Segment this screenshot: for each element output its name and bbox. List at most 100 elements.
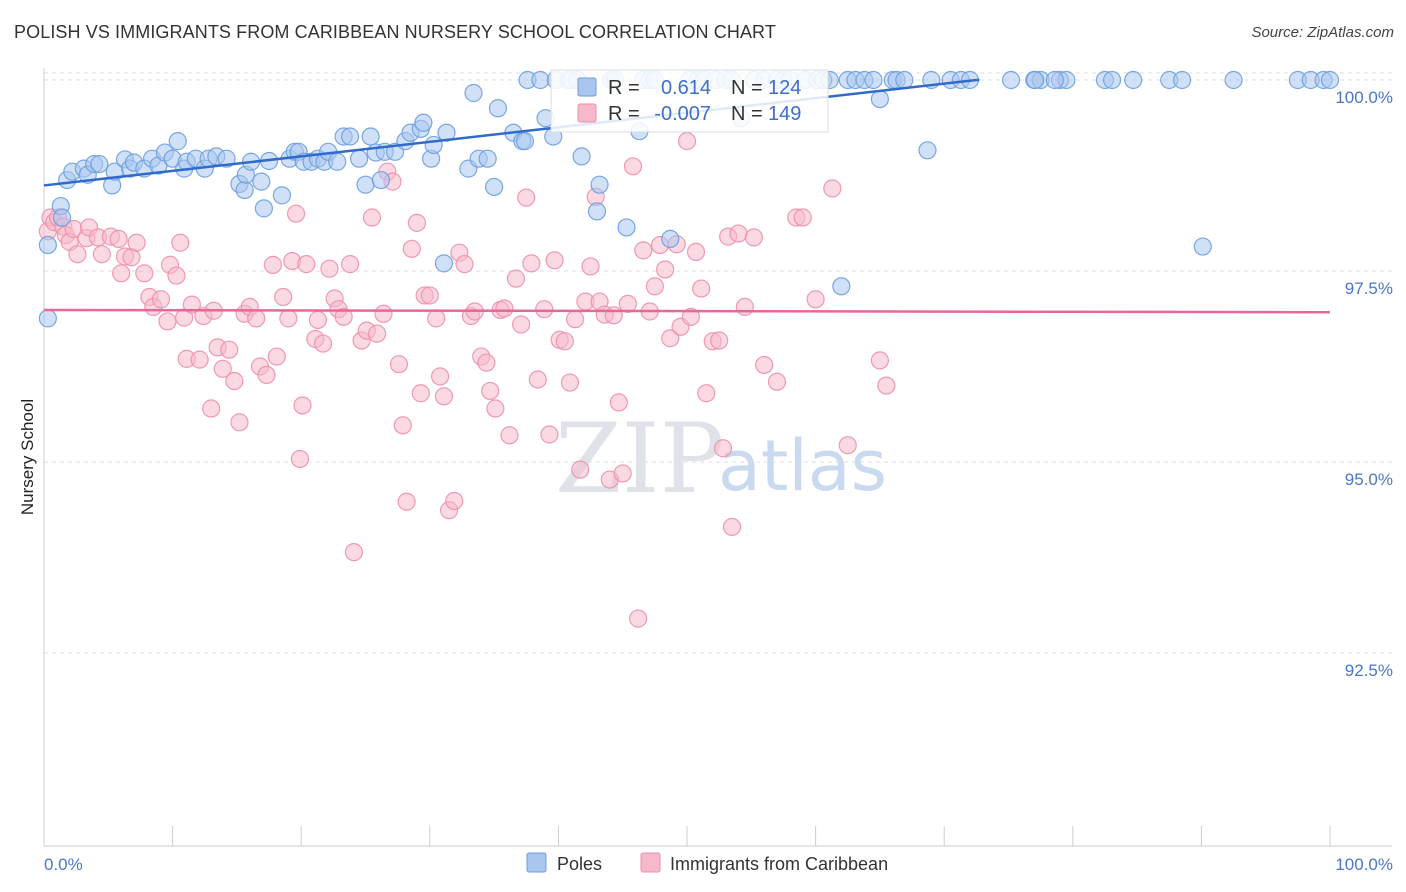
caribbean-point	[571, 460, 590, 479]
y-axis-label: Nursery School	[18, 399, 37, 515]
caribbean-point	[389, 355, 409, 374]
caribbean-point	[735, 297, 754, 317]
caribbean-point	[767, 372, 787, 391]
poles-point	[349, 149, 369, 168]
caribbean-point	[634, 241, 653, 260]
stats-r-label-poles: R =	[608, 77, 640, 99]
caribbean-point	[692, 279, 711, 298]
caribbean-point	[512, 315, 531, 334]
caribbean-point	[362, 208, 382, 227]
caribbean-point	[697, 384, 716, 403]
caribbean-point	[274, 287, 293, 307]
caribbean-point	[581, 257, 600, 276]
x-axis-ticks	[43, 826, 1331, 846]
caribbean-point	[279, 309, 298, 328]
caribbean-point	[566, 310, 585, 329]
poles-point	[252, 172, 271, 191]
poles-point	[434, 254, 454, 273]
caribbean-point	[167, 266, 186, 285]
poles-point	[90, 154, 109, 174]
poles-point	[272, 186, 292, 205]
poles-point	[531, 70, 550, 90]
poles-point	[870, 89, 890, 109]
caribbean-point	[202, 399, 221, 418]
caribbean-point	[340, 255, 360, 274]
poles-points	[38, 70, 1340, 328]
caribbean-point	[545, 251, 564, 270]
caribbean-point	[427, 309, 446, 328]
caribbean-point	[158, 312, 177, 331]
stats-box-frame	[550, 69, 829, 133]
poles-point	[895, 70, 914, 90]
legend-label-poles: Poles	[557, 854, 602, 874]
x-tick-label-min: 0.0%	[44, 855, 83, 874]
poles-point	[340, 127, 360, 146]
poles-point	[356, 175, 375, 194]
caribbean-point	[109, 229, 128, 249]
caribbean-point	[877, 376, 896, 395]
stats-swatch-poles	[577, 77, 597, 97]
poles-point	[661, 229, 680, 249]
caribbean-point	[334, 307, 353, 326]
caribbean-point	[112, 264, 131, 283]
caribbean-point	[190, 350, 209, 369]
caribbean-point	[257, 365, 276, 385]
caribbean-point	[293, 396, 312, 415]
caribbean-point	[92, 245, 111, 264]
poles-point	[1001, 70, 1021, 90]
x-tick-label-max: 100.0%	[1335, 855, 1393, 874]
poles-point	[235, 180, 254, 200]
caribbean-point	[286, 204, 306, 223]
y-tick-label: 92.5%	[1345, 661, 1393, 680]
caribbean-point	[713, 439, 733, 458]
caribbean-point	[455, 255, 474, 274]
caribbean-point	[290, 449, 310, 469]
poles-point	[1320, 70, 1340, 90]
y-tick-label: 95.0%	[1345, 470, 1393, 489]
caribbean-point	[506, 269, 526, 288]
caribbean-point	[320, 259, 339, 278]
caribbean-point	[686, 242, 706, 261]
poles-point	[254, 199, 274, 218]
poles-point	[424, 135, 443, 155]
poles-point	[217, 149, 236, 168]
caribbean-point	[313, 334, 333, 353]
watermark-zip: ZIP	[555, 403, 724, 515]
caribbean-point	[681, 307, 700, 326]
stats-swatch-carib	[577, 103, 597, 123]
poles-point	[1102, 70, 1122, 90]
caribbean-point	[540, 425, 559, 444]
stats-n-label-poles: N =	[731, 77, 763, 99]
poles-point	[371, 170, 391, 190]
caribbean-point	[535, 300, 554, 319]
caribbean-point	[560, 373, 580, 392]
poles-point	[52, 208, 72, 227]
poles-point	[864, 70, 883, 90]
caribbean-point	[411, 384, 430, 403]
poles-point	[488, 99, 508, 118]
poles-point	[464, 83, 483, 103]
poles-point	[361, 127, 380, 146]
caribbean-point	[393, 416, 412, 435]
caribbean-point	[182, 295, 201, 314]
poles-trend-line	[43, 78, 977, 187]
caribbean-point	[522, 254, 541, 273]
caribbean-point	[263, 255, 283, 274]
caribbean-point	[623, 157, 643, 176]
caribbean-point	[225, 371, 244, 391]
caribbean-point	[722, 517, 742, 537]
stats-box: R = 0.614 N = 124 R = -0.007 N = 149	[550, 69, 829, 133]
caribbean-point	[528, 370, 547, 389]
caribbean-point	[629, 609, 648, 628]
caribbean-point	[823, 179, 842, 198]
stats-r-label-carib: R =	[608, 103, 640, 125]
caribbean-point	[247, 309, 266, 328]
stats-n-value-poles: 124	[768, 77, 801, 99]
caribbean-point	[267, 347, 286, 366]
caribbean-point	[793, 208, 812, 227]
caribbean-point	[838, 436, 857, 455]
caribbean-point	[407, 213, 427, 232]
caribbean-point	[151, 290, 171, 309]
poles-point	[38, 309, 57, 328]
caribbean-point	[677, 132, 697, 151]
